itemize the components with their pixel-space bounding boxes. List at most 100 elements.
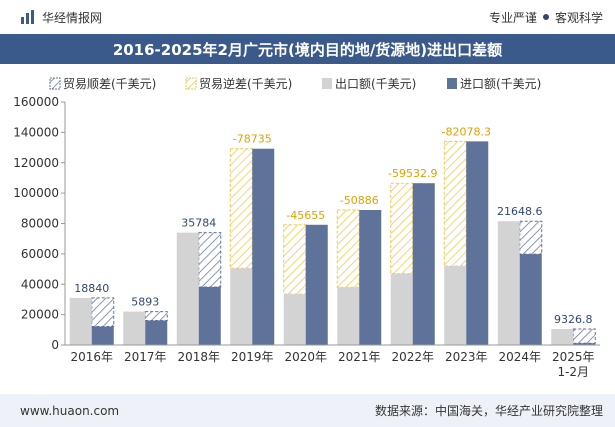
import-bar [198, 286, 221, 345]
separator-dot [542, 14, 549, 20]
export-bar [337, 287, 360, 345]
tag-objective: 客观科学 [554, 10, 603, 25]
legend-import-label: 进口额(千美元) [460, 77, 541, 91]
legend-export-swatch [322, 78, 332, 89]
x-tick-label: 2018年 [177, 350, 220, 364]
y-tick-label: 60000 [21, 247, 59, 261]
import-bar [519, 254, 542, 345]
category-group: -59532.9 [388, 167, 437, 345]
x-tick-label: 2025年 1-2月 [552, 350, 595, 379]
header-tags: 专业严谨 客观科学 [489, 9, 615, 26]
top-bar: 华经情报网 专业严谨 客观科学 [0, 0, 615, 34]
legend-import-swatch [447, 78, 457, 89]
y-tick-label: 20000 [21, 308, 59, 322]
balance-label: -82078.3 [442, 125, 491, 138]
y-tick-label: 160000 [13, 95, 59, 109]
balance-label: 21648.6 [497, 205, 543, 218]
deficit-bar [283, 224, 307, 295]
import-bar [91, 326, 114, 345]
deficit-bar [443, 140, 467, 267]
import-bar [252, 148, 275, 345]
x-tick-label: 2020年 [284, 350, 327, 364]
x-axis: 2016年 2017年 2018年 2019年 2020年 2021年 2022年 2023年… [65, 344, 600, 379]
chart: 贸易顺差(千美元) 贸易逆差(千美元) 出口额(千美元) 进口额(千美元) 02… [13, 76, 600, 379]
surplus-bar [572, 328, 596, 344]
y-tick-label: 80000 [21, 217, 59, 231]
export-bar [444, 266, 467, 345]
data-source: 数据来源：中国海关，华经产业研究院整理 [374, 404, 603, 418]
import-bar [359, 210, 382, 345]
category-group: -50886 [336, 194, 382, 345]
y-tick-label: 140000 [13, 125, 59, 139]
chart-title: 2016-2025年2月广元市(境内目的地/货源地)进出口差额 [112, 40, 503, 59]
y-tick-label: 40000 [21, 277, 59, 291]
category-group: 9326.8 [551, 313, 596, 345]
export-bar [390, 273, 413, 345]
x-tick-label: 2016年 [70, 350, 113, 364]
x-tick-label: 2021年 [338, 350, 381, 364]
y-tick-label: 0 [51, 338, 59, 352]
tag-professional: 专业严谨 [488, 10, 537, 25]
x-tick-label: 2023年 [445, 350, 488, 364]
balance-label: -78735 [233, 133, 272, 146]
legend-deficit-label: 贸易逆差(千美元) [199, 76, 292, 91]
balance-label: 9326.8 [554, 313, 593, 326]
y-axis: 0 20000 40000 60000 80000 100000 120000 140000 1… [13, 95, 66, 352]
balance-label: -45655 [286, 209, 325, 222]
export-bar [497, 221, 520, 345]
category-group: 35784 [176, 217, 222, 345]
legend: 贸易顺差(千美元) 贸易逆差(千美元) 出口额(千美元) 进口额(千美元) [49, 76, 541, 91]
category-group: -45655 [283, 209, 328, 345]
surplus-bar [519, 220, 543, 255]
legend-export-label: 出口额(千美元) [335, 77, 416, 91]
import-bar [466, 141, 489, 345]
legend-surplus-label: 贸易顺差(千美元) [63, 77, 156, 91]
y-tick-label: 120000 [13, 156, 59, 170]
balance-label: -59532.9 [388, 167, 437, 180]
bars: 18840 5893 35784 -78735 -45655 -50886 -59532.9… [69, 125, 596, 345]
import-bar [305, 224, 328, 345]
export-bar [551, 329, 574, 345]
surplus-bar [144, 311, 168, 322]
export-bar [230, 268, 253, 345]
balance-label: 5893 [131, 296, 159, 309]
import-bar [573, 343, 596, 345]
category-group: 18840 [69, 282, 115, 345]
deficit-bar [229, 148, 253, 269]
legend-export: 出口额(千美元) [322, 77, 416, 91]
deficit-bar [390, 182, 414, 275]
x-tick-label: 2019年 [231, 350, 274, 364]
legend-surplus: 贸易顺差(千美元) [49, 77, 156, 91]
x-tick-label: 2017年 [124, 350, 167, 364]
deficit-bar [336, 209, 360, 288]
legend-import: 进口额(千美元) [447, 77, 541, 91]
balance-label: -50886 [340, 194, 379, 207]
x-tick-label: 2024年 [498, 350, 541, 364]
export-bar [69, 297, 92, 345]
chart-title-bar: 2016-2025年2月广元市(境内目的地/货源地)进出口差额 [0, 34, 615, 64]
export-bar [283, 294, 306, 345]
export-bar [176, 232, 199, 345]
x-tick-label: 2022年 [391, 350, 434, 364]
y-tick-label: 100000 [13, 186, 59, 200]
category-group: 21648.6 [497, 205, 543, 345]
brand: 华经情报网 [0, 9, 102, 26]
category-group: -78735 [229, 133, 275, 345]
footer: www.huaon.com 数据来源：中国海关，华经产业研究院整理 [0, 394, 615, 427]
category-group: 5893 [123, 296, 168, 345]
balance-label: 35784 [181, 217, 216, 230]
category-group: -82078.3 [442, 125, 491, 345]
legend-deficit: 贸易逆差(千美元) [185, 76, 292, 91]
export-bar [123, 311, 146, 345]
import-bar [412, 183, 435, 345]
logo-icon [21, 10, 34, 24]
surplus-bar [198, 232, 222, 288]
surplus-bar [91, 297, 115, 328]
website-link[interactable]: www.huaon.com [20, 403, 120, 418]
import-bar [145, 320, 168, 345]
legend-deficit-swatch [185, 77, 197, 90]
balance-label: 18840 [74, 282, 109, 295]
legend-surplus-swatch [49, 77, 61, 90]
brand-name: 华经情报网 [42, 10, 103, 25]
